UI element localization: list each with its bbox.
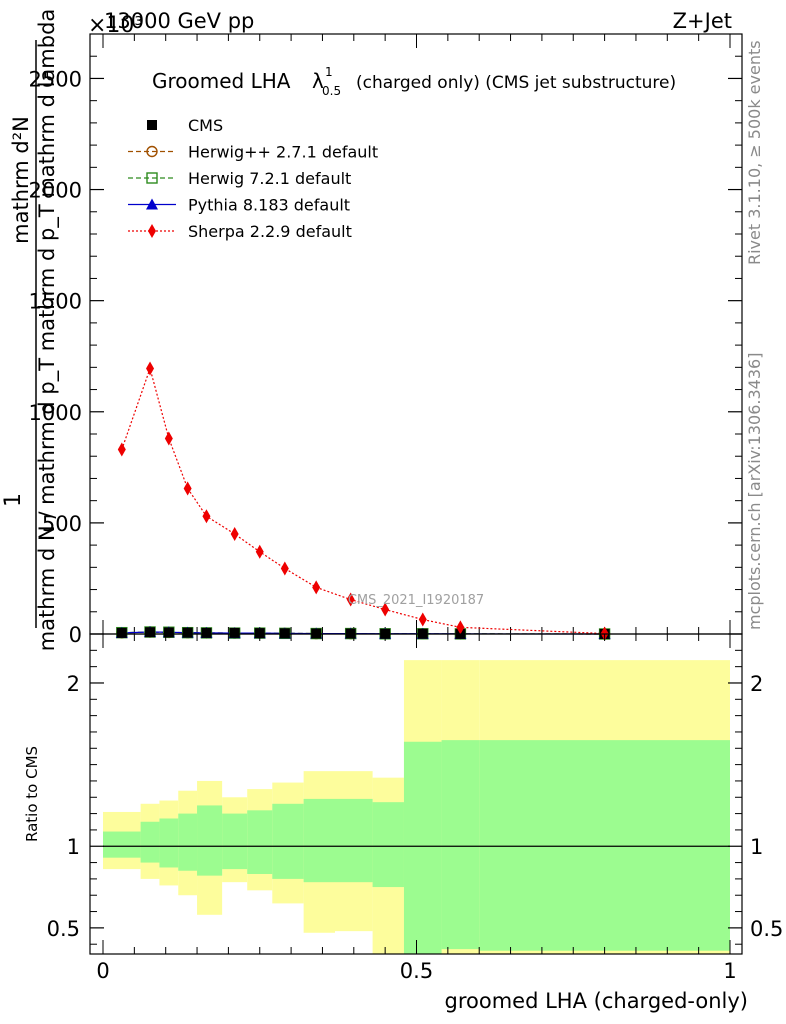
legend-entry-sherpa-2-2-9-default: Sherpa 2.2.9 default bbox=[128, 222, 352, 241]
data-point-sherpa-2-2-9-default bbox=[255, 544, 264, 559]
mcplots-label: mcplots.cern.ch [arXiv:1306.3436] bbox=[745, 353, 764, 630]
legend-entry-cms: CMS bbox=[147, 116, 223, 135]
main-y-axis-title-numerator: mathrm d²N bbox=[9, 116, 33, 244]
ratio-inner-band bbox=[441, 740, 480, 950]
ratio-inner-band bbox=[159, 818, 179, 868]
legend-entry-pythia-8-183-default: Pythia 8.183 default bbox=[128, 196, 350, 215]
ratio-inner-band bbox=[103, 831, 141, 858]
legend-label: Pythia 8.183 default bbox=[188, 196, 350, 215]
x-tick-label: 0 bbox=[96, 959, 109, 983]
data-point-cms bbox=[145, 627, 156, 638]
legend-entry-herwig-2-7-1-default: Herwig++ 2.7.1 default bbox=[128, 143, 378, 162]
ratio-inner-band bbox=[479, 740, 730, 951]
data-point-sherpa-2-2-9-default bbox=[164, 431, 173, 446]
legend-label: CMS bbox=[188, 116, 223, 135]
plot-title: Groomed LHA λ 1 0.5 (charged only) (CMS … bbox=[152, 65, 676, 98]
ratio-y-axis-title: Ratio to CMS bbox=[23, 746, 41, 842]
data-point-sherpa-2-2-9-default bbox=[381, 602, 390, 617]
data-point-cms bbox=[182, 627, 193, 638]
ratio-y-tick-label: 1 bbox=[67, 835, 80, 859]
x-tick-label: 1 bbox=[723, 959, 736, 983]
y-tick-label: 1000 bbox=[29, 401, 82, 425]
x-tick-label: 0.5 bbox=[400, 959, 433, 983]
data-point-sherpa-2-2-9-default bbox=[183, 481, 192, 496]
legend-label: Sherpa 2.2.9 default bbox=[188, 222, 352, 241]
main-y-axis-title: 1 mathrm d²N mathrm d N / mathrm d p_T m… bbox=[1, 9, 60, 652]
data-point-sherpa-2-2-9-default bbox=[312, 580, 321, 595]
y-tick-label: 0 bbox=[69, 623, 82, 647]
ratio-inner-band bbox=[178, 813, 198, 871]
ratio-y-tick-label-right: 0.5 bbox=[750, 917, 783, 941]
rivet-label: Rivet 3.1.10, ≥ 500k events bbox=[745, 40, 764, 265]
series-line-sherpa-2-2-9-default bbox=[121, 366, 605, 635]
data-point-cms bbox=[163, 627, 174, 638]
y-tick-label: 2000 bbox=[29, 179, 82, 203]
plot-title-sup: 1 bbox=[325, 65, 333, 79]
data-point-sherpa-2-2-9-default bbox=[418, 612, 427, 627]
main-axes: 0 500 1000 1500 2000 2500 bbox=[29, 33, 742, 647]
data-point-sherpa-2-2-9-default bbox=[280, 561, 289, 576]
ratio-inner-band bbox=[403, 741, 442, 954]
legend-entry-herwig-7-2-1-default: Herwig 7.2.1 default bbox=[128, 169, 351, 188]
main-y-axis-title-denominator: mathrm d N / mathrm d p_T mathrm d p_T m… bbox=[35, 9, 60, 652]
legend-marker bbox=[146, 198, 158, 210]
legend-marker bbox=[146, 172, 158, 184]
legend: CMS Herwig++ 2.7.1 default Herwig 7.2.1 de… bbox=[128, 116, 378, 241]
y-tick-label: 2500 bbox=[29, 67, 82, 91]
x-axis-title: groomed LHA (charged-only) bbox=[445, 989, 748, 1013]
legend-label: Herwig 7.2.1 default bbox=[188, 169, 351, 188]
data-point-cms bbox=[229, 627, 240, 638]
data-point-sherpa-2-2-9-default bbox=[346, 592, 355, 607]
data-point-cms bbox=[254, 628, 265, 639]
ratio-bands bbox=[103, 660, 730, 954]
process-label: Z+Jet bbox=[673, 9, 732, 33]
data-point-cms bbox=[201, 627, 212, 638]
ratio-y-tick-label: 0.5 bbox=[47, 917, 80, 941]
ratio-inner-band bbox=[197, 805, 223, 876]
plot-title-suffix: (charged only) (CMS jet substructure) bbox=[356, 73, 676, 93]
ratio-inner-band bbox=[272, 803, 304, 879]
ratio-inner-band bbox=[140, 821, 160, 863]
main-y-axis-title-one: 1 bbox=[1, 493, 26, 507]
data-point-sherpa-2-2-9-default bbox=[146, 361, 155, 376]
data-point-sherpa-2-2-9-default bbox=[456, 620, 465, 635]
legend-marker bbox=[146, 145, 158, 158]
ratio-y-tick-label-right: 1 bbox=[750, 835, 763, 859]
ratio-inner-band bbox=[222, 813, 248, 870]
legend-marker bbox=[148, 224, 156, 238]
ratio-inner-band bbox=[247, 810, 273, 874]
ratio-y-tick-label-right: 2 bbox=[750, 672, 763, 696]
ratio-inner-band bbox=[372, 802, 404, 888]
ratio-axes: 0.5 0.5 1 1 2 2 0 0.5 1 bbox=[47, 634, 783, 983]
ratio-inner-band bbox=[303, 798, 335, 883]
data-point-cms bbox=[279, 628, 290, 639]
plot-title-sub: 0.5 bbox=[322, 84, 341, 98]
data-point-cms bbox=[116, 627, 127, 638]
plot-title-symbol: λ bbox=[312, 69, 324, 93]
data-point-sherpa-2-2-9-default bbox=[202, 509, 211, 524]
data-point-sherpa-2-2-9-default bbox=[230, 527, 239, 541]
ratio-inner-band bbox=[334, 798, 373, 883]
energy-label: 13000 GeV pp bbox=[104, 9, 254, 33]
legend-label: Herwig++ 2.7.1 default bbox=[188, 143, 378, 162]
data-point-sherpa-2-2-9-default bbox=[117, 442, 126, 457]
legend-marker bbox=[147, 120, 157, 130]
ratio-y-tick-label: 2 bbox=[67, 672, 80, 696]
y-tick-label: 1500 bbox=[29, 290, 82, 314]
plot-title-text: Groomed LHA bbox=[152, 69, 291, 93]
analysis-watermark: CMS_2021_I1920187 bbox=[348, 593, 484, 608]
y-tick-label: 500 bbox=[42, 512, 82, 536]
